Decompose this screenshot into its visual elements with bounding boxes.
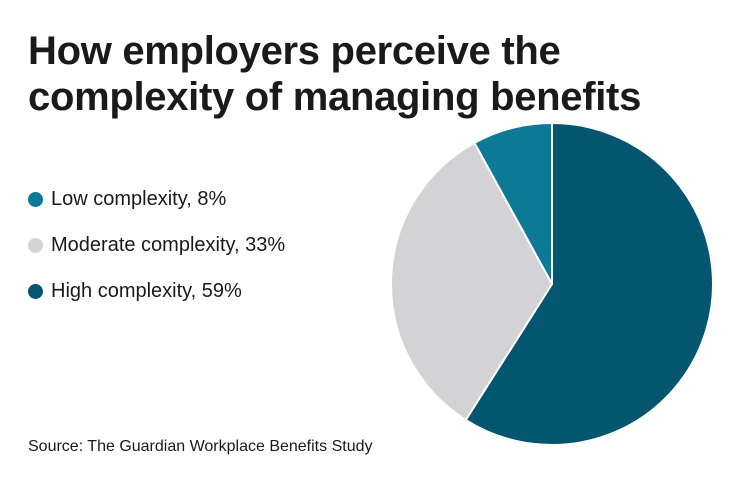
legend-item-high: High complexity, 59% (28, 268, 285, 314)
legend-swatch-moderate (28, 237, 43, 253)
pie-slice-high (464, 121, 714, 446)
legend-label-low: Low complexity, 8% (51, 187, 227, 210)
source-note: Source: The Guardian Workplace Benefits … (28, 438, 373, 455)
chart-legend: Low complexity, 8% Moderate complexity, … (28, 176, 285, 314)
chart-title: How employers perceive the complexity of… (28, 29, 642, 119)
pie-slice-low (473, 121, 553, 285)
legend-swatch-high (28, 283, 43, 299)
legend-label-moderate: Moderate complexity, 33% (51, 233, 286, 256)
legend-label-high: High complexity, 59% (51, 279, 242, 302)
legend-item-moderate: Moderate complexity, 33% (28, 222, 285, 268)
legend-swatch-low (28, 191, 43, 207)
pie-chart (390, 121, 714, 446)
legend-item-low: Low complexity, 8% (28, 176, 285, 222)
